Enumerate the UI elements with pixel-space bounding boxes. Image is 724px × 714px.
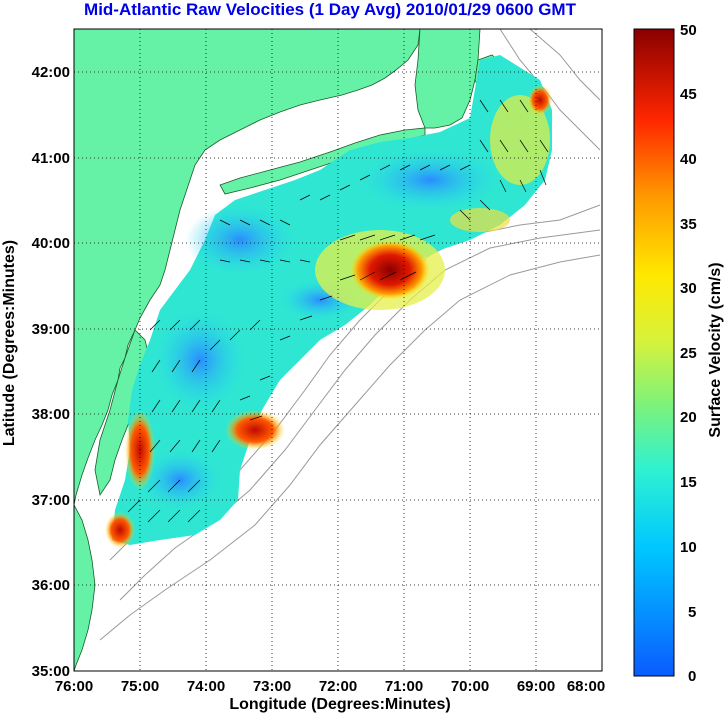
x-tick-label: 68:00: [567, 678, 605, 695]
velocity-field-high-zone: [225, 410, 285, 450]
velocity-field-low-zone: [185, 205, 295, 275]
map-title: Mid-Atlantic Raw Velocities (1 Day Avg) …: [84, 0, 576, 19]
x-tick-label: 70:00: [451, 678, 489, 695]
colorbar-tick-label: 0: [688, 668, 696, 685]
velocity-vectors: [127, 99, 549, 523]
x-tick-label: 73:00: [253, 678, 291, 695]
velocity-field-low-zone: [360, 150, 500, 210]
colorbar-tick-label: 50: [680, 22, 697, 39]
colorbar-tick-label: 10: [680, 539, 697, 556]
colorbar-tick-label: 35: [680, 216, 697, 233]
y-tick-label: 42:00: [32, 64, 70, 81]
land-virginia-coast: [74, 504, 96, 671]
y-tick-label: 36:00: [32, 577, 70, 594]
colorbar-tick-label: 30: [680, 280, 697, 297]
bathymetry-contours: [99, 29, 601, 641]
velocity-field-high-zone: [125, 410, 155, 490]
y-tick-label: 37:00: [32, 492, 70, 509]
x-tick-label: 74:00: [187, 678, 225, 695]
y-tick-label: 35:00: [32, 663, 70, 680]
colorbar-label: Surface Velocity (cm/s): [707, 262, 724, 437]
x-tick-label: 76:00: [55, 678, 93, 695]
land-mainland: [74, 29, 421, 506]
y-axis: 42:00 41:00 40:00 39:00 38:00 37:00 36:0…: [1, 64, 70, 680]
colorbar-tick-label: 45: [680, 86, 697, 103]
x-axis: 76:00 75:00 74:00 73:00 72:00 71:00 70:0…: [55, 678, 605, 713]
grid-lines: [74, 29, 602, 671]
colorbar-tick-label: 5: [688, 604, 696, 621]
y-tick-label: 40:00: [32, 235, 70, 252]
velocity-field: [105, 55, 552, 548]
x-tick-label: 72:00: [319, 678, 357, 695]
colorbar-tick-label: 15: [680, 474, 697, 491]
x-tick-label: 69:00: [517, 678, 555, 695]
colorbar-tick-label: 20: [680, 409, 697, 426]
colorbar-gradient: [633, 28, 675, 677]
y-tick-label: 38:00: [32, 406, 70, 423]
y-axis-label: Latitude (Degrees:Minutes): [1, 240, 18, 446]
y-tick-label: 39:00: [32, 321, 70, 338]
x-tick-label: 71:00: [385, 678, 423, 695]
y-tick-label: 41:00: [32, 150, 70, 167]
x-tick-label: 75:00: [121, 678, 159, 695]
colorbar-tick-label: 25: [680, 345, 697, 362]
velocity-field-high-zone: [450, 208, 510, 232]
velocity-field-high-zone: [528, 85, 552, 115]
velocity-field-high-zone: [350, 240, 430, 300]
colorbar-tick-label: 40: [680, 151, 697, 168]
x-axis-label: Longitude (Degrees:Minutes): [229, 696, 450, 713]
plot-frame: [73, 28, 603, 672]
colorbar: 50 45 40 35 30 25 20 15 10 5 0 Surface V…: [633, 22, 724, 685]
velocity-field-high-zone: [105, 512, 135, 548]
